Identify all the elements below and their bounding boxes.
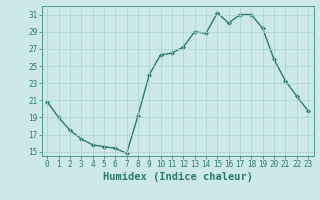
X-axis label: Humidex (Indice chaleur): Humidex (Indice chaleur) — [103, 172, 252, 182]
